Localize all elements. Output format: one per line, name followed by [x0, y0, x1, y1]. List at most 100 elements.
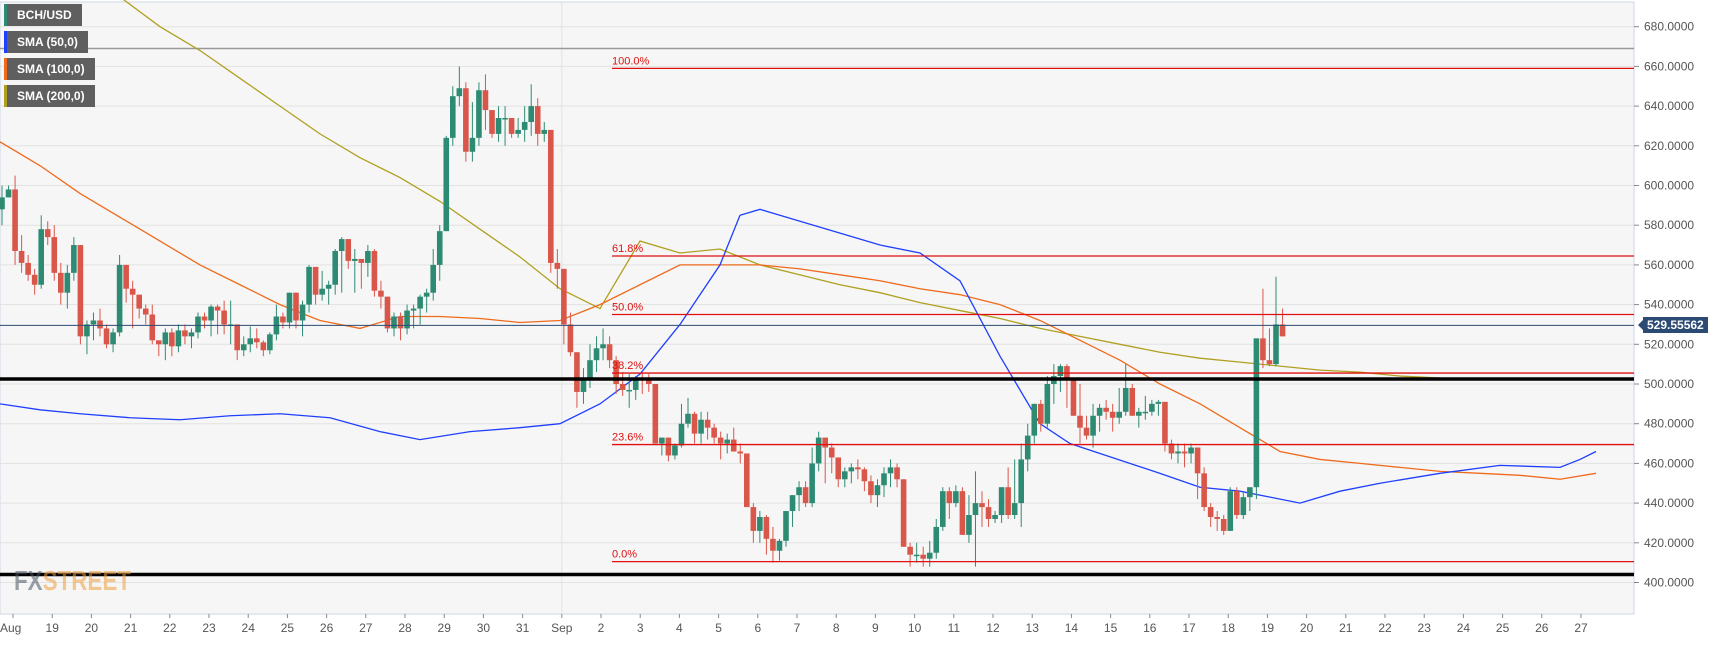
candle-down — [1077, 415, 1083, 428]
candle-down — [169, 332, 175, 347]
candle-down — [214, 306, 221, 311]
candle-down — [123, 264, 129, 289]
candle-down — [489, 110, 495, 134]
x-tick-label: 23 — [202, 621, 216, 635]
candle-up — [286, 292, 293, 323]
candle-up — [1122, 387, 1129, 412]
x-tick-label: 16 — [1143, 621, 1157, 635]
candle-up — [423, 292, 430, 297]
candle-down — [711, 427, 717, 438]
candle-down — [293, 292, 299, 321]
candle-up — [966, 515, 972, 535]
y-tick-label: 400.0000 — [1644, 576, 1694, 590]
candle-up — [887, 467, 894, 474]
candle-up — [1149, 403, 1155, 412]
x-tick-label: 30 — [477, 621, 491, 635]
candle-up — [1116, 411, 1122, 418]
legend-item-symbol[interactable]: BCH/USD — [4, 4, 82, 26]
x-tick-label: 2 — [598, 621, 605, 635]
x-tick-label: 13 — [1026, 621, 1040, 635]
candle-down — [31, 274, 38, 285]
candle-down — [1109, 411, 1116, 418]
candle-down — [312, 266, 319, 295]
legend-label: SMA (100,0) — [17, 62, 85, 76]
sma100-line — [0, 141, 1597, 480]
y-tick-label: 680.0000 — [1644, 20, 1694, 34]
x-tick-label: 21 — [1339, 621, 1353, 635]
y-tick-label: 620.0000 — [1644, 139, 1694, 153]
candle-down — [280, 316, 286, 323]
legend-item-sma200[interactable]: SMA (200,0) — [4, 85, 95, 107]
candle-up — [1273, 324, 1279, 365]
candle-up — [325, 284, 332, 289]
candle-up — [495, 118, 502, 134]
y-tick-label: 520.0000 — [1644, 337, 1694, 351]
candle-up — [71, 245, 77, 273]
legend-item-sma100[interactable]: SMA (100,0) — [4, 58, 95, 80]
candle-up — [1090, 415, 1096, 436]
candle-down — [12, 189, 18, 252]
candle-up — [162, 332, 169, 345]
candle-up — [776, 540, 783, 551]
candle-up — [267, 334, 273, 351]
candle-down — [221, 310, 227, 325]
candle-up — [874, 485, 881, 496]
candle-down — [25, 262, 31, 275]
y-tick-label: 460.0000 — [1644, 456, 1694, 470]
legend-swatch-sma100 — [4, 58, 7, 80]
candle-up — [678, 423, 685, 446]
candle-up — [436, 231, 443, 265]
candle-up — [38, 229, 44, 285]
x-tick-label: 27 — [359, 621, 373, 635]
candle-down — [1220, 518, 1227, 531]
candle-up — [672, 445, 678, 456]
candle-up — [450, 96, 456, 138]
x-tick-label: 11 — [948, 621, 961, 635]
y-tick-label: 580.0000 — [1644, 218, 1694, 232]
candle-down — [358, 258, 365, 263]
candle-up — [632, 378, 639, 390]
candle-down — [1207, 507, 1214, 517]
candle-up — [953, 491, 959, 504]
x-tick-label: 24 — [1457, 621, 1471, 635]
candle-down — [254, 338, 260, 343]
candle-up — [789, 495, 796, 512]
candle-down — [1266, 360, 1273, 365]
candle-down — [548, 129, 554, 263]
candle-down — [1214, 516, 1220, 519]
candle-down — [613, 360, 619, 384]
candle-down — [1070, 380, 1077, 416]
candle-up — [1142, 411, 1149, 414]
candle-up — [1253, 338, 1260, 488]
candle-down — [1038, 403, 1044, 424]
legend-item-sma50[interactable]: SMA (50,0) — [4, 31, 88, 53]
candle-up — [456, 88, 463, 97]
y-tick-label: 640.0000 — [1644, 99, 1694, 113]
candle-up — [417, 296, 423, 309]
legend: BCH/USD SMA (50,0) SMA (100,0) SMA (200,… — [4, 4, 95, 112]
candle-up — [195, 316, 201, 333]
candle-up — [443, 137, 450, 232]
x-tick-label: 10 — [908, 621, 922, 635]
candle-down — [979, 503, 985, 508]
candle-up — [299, 304, 306, 321]
x-tick-label: 22 — [163, 621, 177, 635]
candle-down — [1279, 324, 1286, 337]
x-tick-label: 4 — [676, 621, 683, 635]
candle-up — [600, 344, 606, 349]
candle-down — [1194, 447, 1201, 474]
candle-up — [319, 288, 325, 295]
candle-up — [848, 467, 855, 472]
y-tick-label: 440.0000 — [1644, 496, 1694, 510]
candle-up — [926, 552, 933, 559]
fxstreet-logo: FXSTREET — [14, 565, 131, 596]
x-tick-label: 23 — [1418, 621, 1432, 635]
x-tick-label: 21 — [124, 621, 138, 635]
x-tick-label: 31 — [516, 621, 530, 635]
x-tick-label: 8 — [833, 621, 840, 635]
candle-up — [1018, 459, 1024, 504]
candle-down — [97, 320, 103, 329]
fib-label: 0.0% — [612, 549, 637, 561]
